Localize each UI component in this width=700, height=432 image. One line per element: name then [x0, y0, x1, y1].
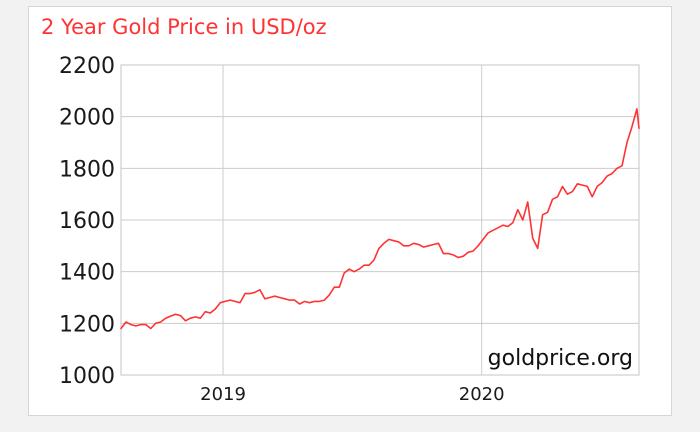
chart-grid: [121, 64, 639, 376]
y-tick-label: 1800: [59, 157, 115, 182]
y-tick-label: 1000: [59, 364, 115, 389]
x-tick-label: 2020: [459, 384, 505, 405]
y-tick-label: 2000: [59, 106, 115, 131]
chart-title: 2 Year Gold Price in USD/oz: [41, 15, 327, 39]
x-axis-ticks: 2019 2020: [200, 384, 504, 405]
y-tick-label: 1200: [59, 312, 115, 337]
y-axis-ticks: 1000 1200 1400 1600 1800 2000 2200: [59, 54, 115, 389]
plot-area-border: [120, 64, 640, 376]
chart-panel: 2 Year Gold Price in USD/oz 1000 1200 1400…: [28, 6, 672, 416]
y-tick-label: 1600: [59, 209, 115, 234]
source-watermark: goldprice.org: [488, 346, 633, 371]
y-tick-label: 1400: [59, 261, 115, 286]
x-tick-label: 2019: [200, 384, 246, 405]
gold-price-chart: 1000 1200 1400 1600 1800 2000 2200 2019 2020 go…: [59, 54, 640, 405]
gold-price-line: [120, 108, 640, 330]
y-tick-label: 2200: [59, 54, 115, 79]
